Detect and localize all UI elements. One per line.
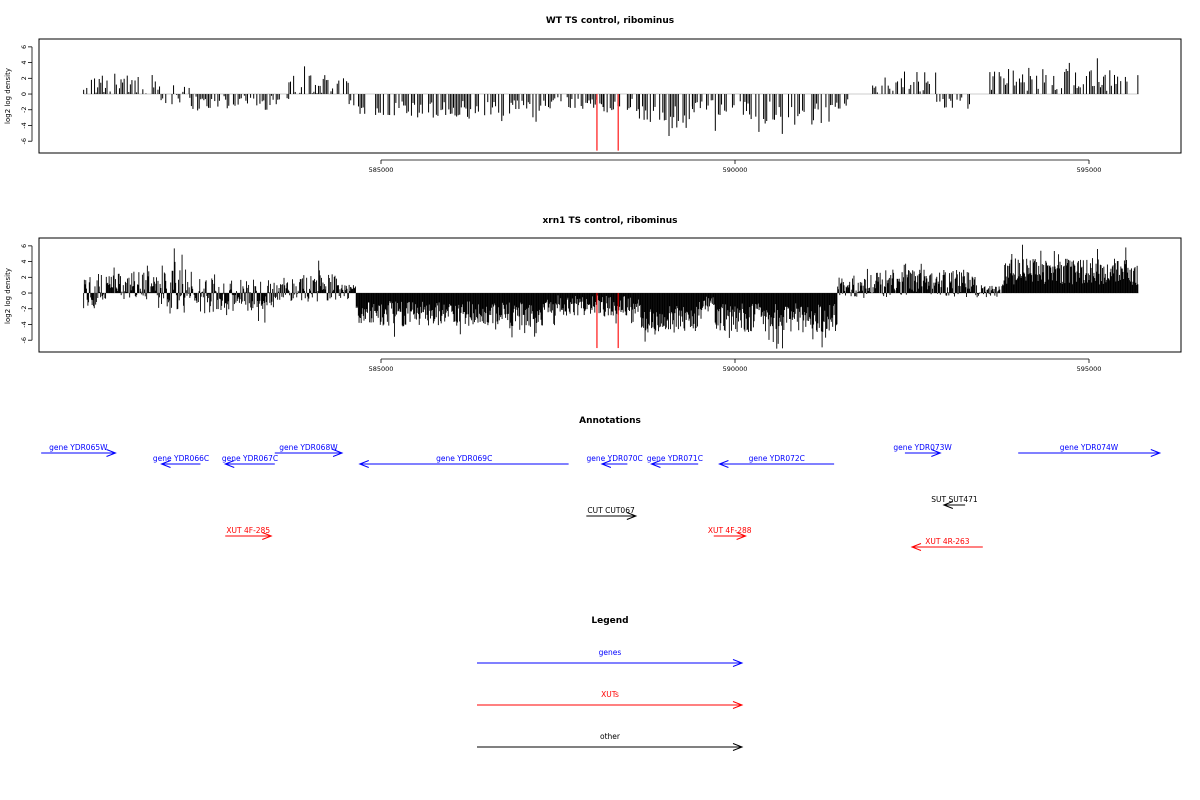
feature-label: gene YDR072C — [749, 454, 805, 463]
feature-label: XUT 4F-285 — [226, 526, 270, 535]
y-tick-label: 4 — [20, 61, 28, 65]
feature-label: gene YDR066C — [153, 454, 209, 463]
annotation-feature: XUT 4F-288 — [708, 526, 752, 540]
legend-panel: Legend genes XUTs other — [477, 616, 744, 751]
feature-arrow-arrowhead — [600, 460, 612, 468]
xrn1-x-axis: 585000 590000 595000 — [369, 358, 1102, 373]
feature-label: gene YDR074W — [1060, 443, 1119, 452]
feature-arrow-arrowhead — [910, 543, 922, 551]
feature-label: gene YDR065W — [49, 443, 108, 452]
feature-label: SUT SUT471 — [931, 495, 978, 504]
feature-arrow-arrowhead — [1150, 449, 1162, 457]
feature-arrow-arrowhead — [718, 460, 729, 468]
annotation-feature: gene YDR072C — [718, 454, 835, 468]
wt-y-axis: -6 -4 -2 0 2 4 6 — [20, 45, 33, 144]
annotation-feature: CUT CUT067 — [586, 506, 638, 520]
feature-label: gene YDR068W — [279, 443, 338, 452]
annotation-feature: gene YDR067C — [222, 454, 278, 468]
x-tick-label: 585000 — [369, 365, 394, 373]
y-tick-label: -2 — [20, 306, 28, 312]
wt-track-panel: WT TS control, ribominus -6 -4 -2 0 2 4 6 5850… — [4, 16, 1182, 174]
annotation-feature: gene YDR071C — [647, 454, 703, 468]
y-tick-label: 6 — [20, 45, 28, 49]
feature-arrow-arrowhead — [332, 449, 344, 457]
legend-label: XUTs — [601, 690, 619, 699]
feature-arrow-arrowhead — [262, 532, 273, 540]
y-tick-label: 2 — [20, 76, 28, 80]
feature-label: XUT 4F-288 — [708, 526, 752, 535]
annotation-feature: SUT SUT471 — [931, 495, 978, 509]
legend-items: genes XUTs other — [477, 648, 744, 751]
feature-arrow-arrowhead — [626, 512, 638, 520]
xrn1-plot-frame — [38, 237, 1182, 353]
x-tick-label: 590000 — [723, 365, 748, 373]
y-tick-label: 6 — [20, 244, 28, 248]
feature-arrow-arrowhead — [223, 460, 235, 468]
y-tick-label: 2 — [20, 275, 28, 279]
xrn1-y-axis-label: log2 log density — [4, 268, 12, 324]
legend-title: Legend — [591, 616, 628, 626]
annotation-feature: gene YDR069C — [358, 454, 569, 468]
y-tick-label: 0 — [20, 291, 28, 295]
x-tick-label: 585000 — [369, 166, 394, 174]
y-tick-label: -2 — [20, 107, 28, 113]
annotation-feature: gene YDR070C — [587, 454, 643, 468]
feature-arrow-arrowhead — [931, 449, 942, 457]
wt-x-axis: 585000 590000 595000 — [369, 159, 1102, 174]
annotation-feature: gene YDR068W — [274, 443, 344, 457]
feature-label: gene YDR067C — [222, 454, 278, 463]
wt-track-title: WT TS control, ribominus — [546, 16, 674, 26]
annotation-feature: XUT 4R-263 — [910, 537, 983, 551]
x-tick-label: 595000 — [1077, 166, 1102, 174]
xrn1-y-axis: -6 -4 -2 0 2 4 6 — [20, 244, 33, 343]
y-tick-label: 0 — [20, 92, 28, 96]
annotation-feature: gene YDR066C — [153, 454, 209, 468]
feature-arrow-arrowhead — [160, 460, 171, 468]
feature-arrow-arrowhead — [942, 501, 954, 509]
annotation-feature: gene YDR074W — [1018, 443, 1162, 457]
feature-label: CUT CUT067 — [587, 506, 635, 515]
legend-arrow-arrowhead — [732, 701, 744, 709]
wt-y-axis-label: log2 log density — [4, 68, 12, 124]
legend-item: XUTs — [477, 690, 744, 709]
annotations-title: Annotations — [579, 416, 641, 426]
feature-arrow-arrowhead — [736, 532, 747, 540]
y-tick-label: -4 — [20, 321, 28, 327]
legend-label: genes — [599, 648, 622, 657]
wt-bars — [83, 58, 1139, 151]
feature-label: gene YDR071C — [647, 454, 703, 463]
x-tick-label: 590000 — [723, 166, 748, 174]
y-tick-label: 4 — [20, 260, 28, 264]
xrn1-track-panel: xrn1 TS control, ribominus -6 -4 -2 0 2 4 6 58… — [4, 216, 1182, 373]
y-tick-label: -6 — [20, 337, 28, 343]
feature-arrow-arrowhead — [358, 460, 369, 468]
x-tick-label: 595000 — [1077, 365, 1102, 373]
feature-label: XUT 4R-263 — [925, 537, 970, 546]
legend-item: other — [477, 732, 744, 751]
legend-arrow-arrowhead — [732, 659, 744, 667]
annotation-feature: gene YDR065W — [41, 443, 117, 457]
annotation-feature: XUT 4F-285 — [225, 526, 273, 540]
annotation-feature: gene YDR073W — [893, 443, 952, 457]
y-tick-label: -4 — [20, 122, 28, 128]
feature-label: gene YDR070C — [587, 454, 643, 463]
xrn1-bars — [83, 244, 1139, 349]
legend-arrow-arrowhead — [732, 743, 744, 751]
feature-label: gene YDR069C — [436, 454, 492, 463]
xrn1-track-title: xrn1 TS control, ribominus — [542, 216, 677, 226]
y-tick-label: -6 — [20, 138, 28, 144]
feature-arrow-arrowhead — [650, 460, 661, 468]
wt-plot-frame — [38, 38, 1182, 154]
legend-item: genes — [477, 648, 744, 667]
feature-arrow-arrowhead — [106, 449, 117, 457]
legend-label: other — [600, 732, 621, 741]
annotations-panel: Annotations gene YDR065W gene YDR066C gene… — [41, 416, 1162, 551]
feature-label: gene YDR073W — [893, 443, 952, 452]
